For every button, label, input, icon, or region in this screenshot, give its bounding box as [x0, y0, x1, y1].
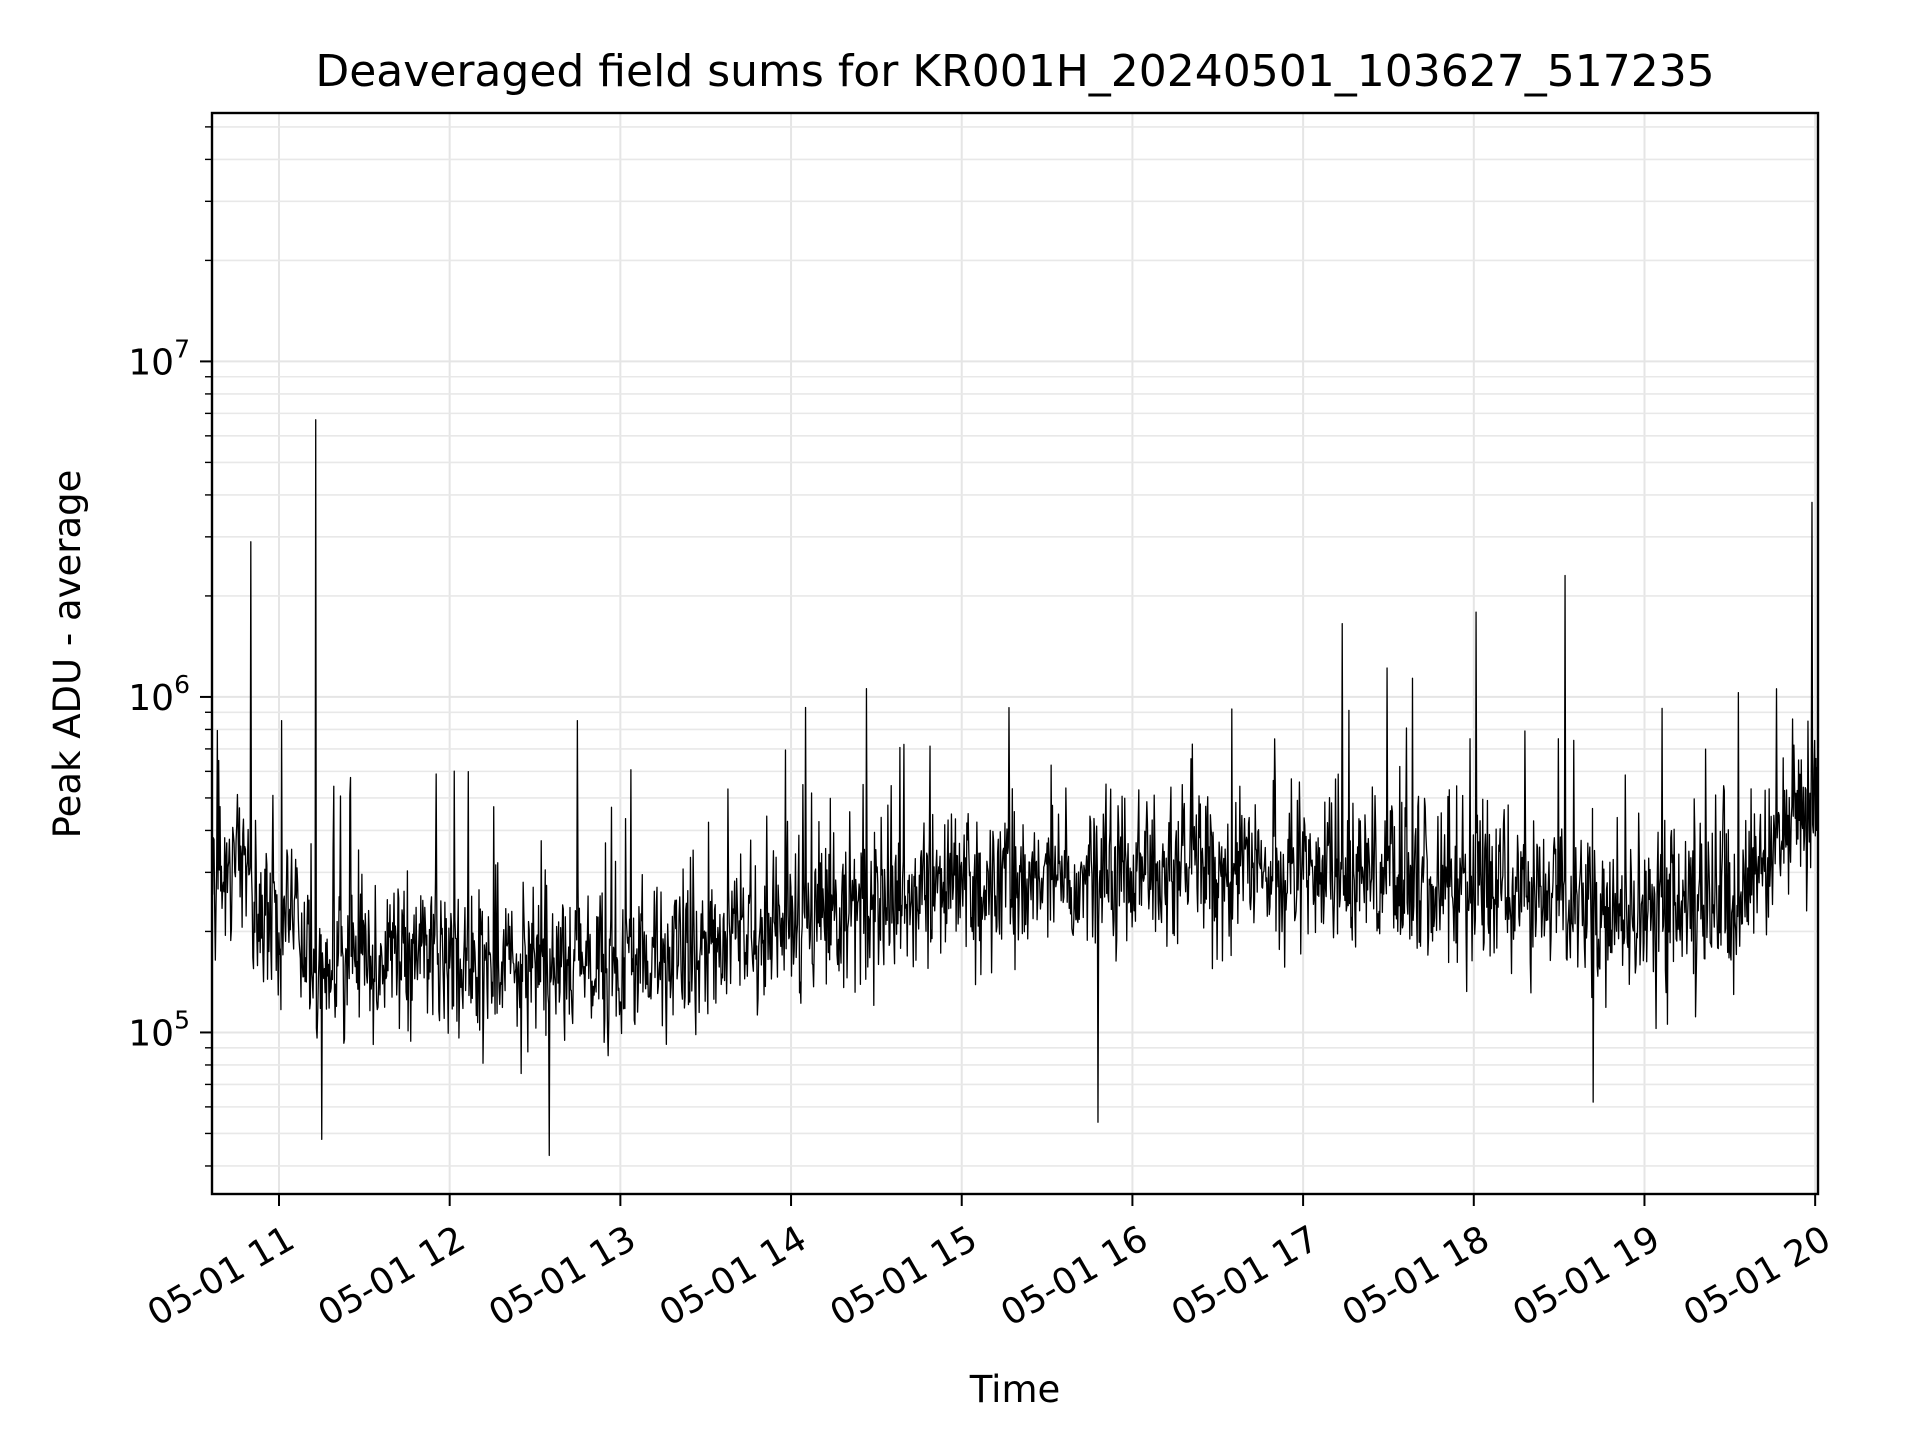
series-line: [211, 419, 1819, 1157]
y-tick-label: 105: [128, 1005, 190, 1054]
x-axis-label: Time: [969, 1368, 1061, 1411]
chart-title: Deaveraged field sums for KR001H_2024050…: [315, 46, 1714, 97]
y-tick-labels: 105 106 107: [128, 334, 190, 1054]
plot-frame: [210, 111, 1820, 1196]
y-axis-label: Peak ADU - average: [46, 470, 89, 839]
y-tick-label: 107: [128, 334, 190, 383]
series-group: [211, 419, 1819, 1157]
y-tick-label: 106: [128, 670, 190, 719]
grid: [212, 113, 1818, 1194]
tick-marks: [200, 126, 1817, 1206]
